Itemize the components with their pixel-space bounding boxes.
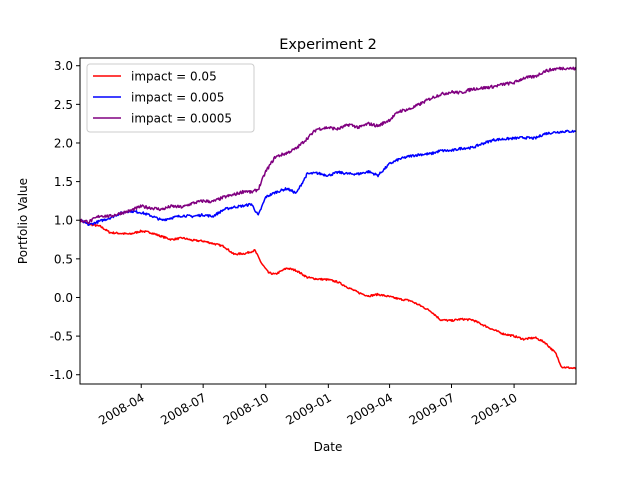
x-tick-label: 2009-01 [283, 390, 333, 427]
y-tick-label: -0.5 [50, 330, 73, 344]
y-tick-label: -1.0 [50, 368, 73, 382]
x-tick-label: 2009-10 [469, 390, 519, 427]
y-axis-ticks: -1.0 -0.5 0.0 0.5 1.0 1.5 2.0 2.5 3.0 [50, 59, 80, 382]
y-tick-label: 1.0 [54, 214, 73, 228]
series-line-1 [79, 219, 577, 370]
y-tick-label: 2.5 [54, 98, 73, 112]
x-axis-ticks: 2008-04 2008-07 2008-10 2009-01 2009-04 2009-… [96, 384, 520, 428]
plot-area [79, 66, 577, 370]
y-axis-label: Portfolio Value [16, 178, 30, 264]
legend-label: impact = 0.005 [131, 91, 224, 105]
y-tick-label: 0.5 [54, 252, 73, 266]
y-tick-label: 0.0 [54, 291, 73, 305]
y-tick-label: 1.5 [54, 175, 73, 189]
y-tick-label: 3.0 [54, 59, 73, 73]
x-tick-label: 2009-07 [407, 390, 457, 427]
x-tick-label: 2008-10 [221, 390, 271, 427]
series-line-3 [79, 66, 577, 224]
x-tick-label: 2008-07 [158, 390, 208, 427]
legend-label: impact = 0.0005 [131, 112, 232, 126]
x-tick-label: 2009-04 [345, 390, 395, 427]
legend: impact = 0.05 impact = 0.005 impact = 0.00… [86, 63, 255, 133]
series-line-2 [79, 129, 577, 227]
x-axis-label: Date [314, 440, 343, 454]
y-tick-label: 2.0 [54, 136, 73, 150]
legend-box [86, 63, 255, 133]
legend-label: impact = 0.05 [131, 70, 217, 84]
chart-title: Experiment 2 [279, 37, 377, 53]
x-tick-label: 2008-04 [96, 390, 146, 427]
